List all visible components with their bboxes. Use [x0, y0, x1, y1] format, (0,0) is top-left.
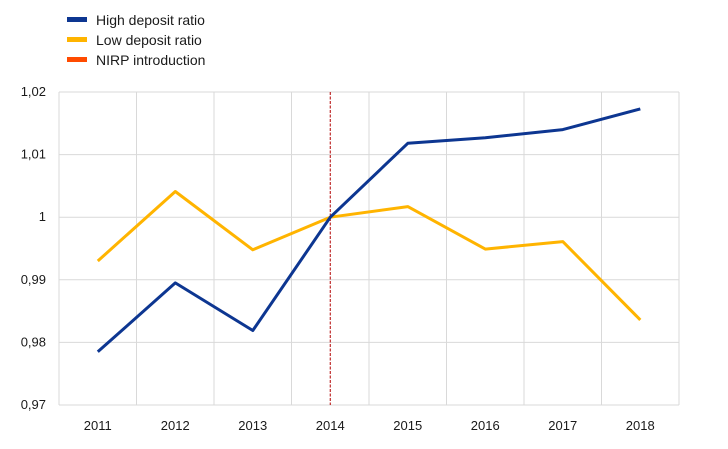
x-tick-label: 2016 — [471, 418, 500, 433]
legend-label-low-deposit-ratio: Low deposit ratio — [96, 32, 202, 48]
y-tick-label: 0,97 — [21, 397, 46, 412]
high-deposit-ratio-line — [96, 107, 641, 353]
y-tick-label: 0,98 — [21, 334, 46, 349]
x-tick-label: 2017 — [548, 418, 577, 433]
legend-swatch-high-deposit-ratio — [67, 17, 87, 22]
series-layer — [96, 92, 642, 405]
x-tick-label: 2013 — [238, 418, 267, 433]
low-deposit-ratio-line — [96, 190, 642, 321]
y-tick-label: 1,02 — [21, 84, 46, 99]
x-tick-label: 2011 — [84, 418, 112, 433]
legend-label-high-deposit-ratio: High deposit ratio — [96, 12, 205, 28]
legend: High deposit ratio Low deposit ratio NIRP … — [67, 12, 205, 68]
legend-swatch-nirp-introduction — [67, 57, 87, 62]
legend-swatch-low-deposit-ratio — [67, 37, 87, 42]
y-tick-label: 0,99 — [21, 272, 46, 287]
grid — [58, 91, 680, 406]
x-tick-label: 2014 — [316, 418, 345, 433]
x-tick-label: 2015 — [393, 418, 422, 433]
legend-label-nirp-introduction: NIRP introduction — [96, 52, 205, 68]
x-tick-label: 2018 — [626, 418, 655, 433]
y-tick-label: 1 — [39, 209, 46, 224]
axes: 0,97 0,98 0,99 1 1,01 1,02 2011 2012 2013 2014 201… — [21, 84, 655, 433]
y-tick-label: 1,01 — [21, 147, 46, 162]
x-tick-label: 2012 — [161, 418, 190, 433]
